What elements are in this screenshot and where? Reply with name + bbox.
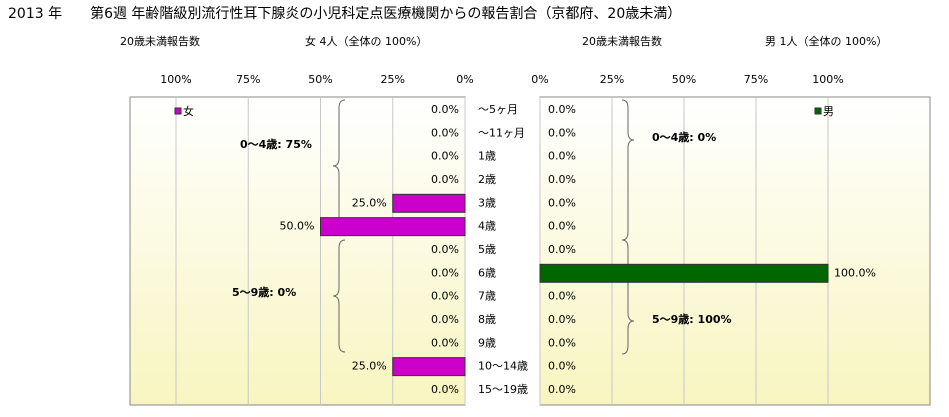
legend-label: 女: [183, 104, 194, 118]
data-label: 0.0%: [431, 150, 459, 163]
braces: [332, 99, 635, 355]
brace: [621, 99, 635, 241]
x-tick-label: 100%: [160, 73, 191, 86]
data-label: 0.0%: [548, 243, 576, 256]
data-label: 0.0%: [431, 336, 459, 349]
legend-swatch: [174, 107, 182, 115]
y-tick-label: ～11ヶ月: [478, 126, 525, 139]
data-label: 100.0%: [834, 266, 876, 279]
bar: [320, 217, 466, 237]
data-label: 0.0%: [431, 383, 459, 396]
legend-swatch: [814, 107, 822, 115]
subtitle-label: 20歳未満報告数: [582, 35, 662, 48]
y-tick-label: 2歳: [478, 173, 496, 186]
data-label: 0.0%: [431, 126, 459, 139]
y-tick-label: 5歳: [478, 243, 496, 256]
data-label: 25.0%: [352, 360, 387, 373]
annotation: 5～9歳: 0%: [232, 285, 296, 299]
legend-label: 男: [823, 105, 834, 118]
data-label: 0.0%: [548, 360, 576, 373]
y-tick-label: 7歳: [478, 290, 496, 303]
data-label: 50.0%: [280, 220, 315, 233]
subtitle-label: 20歳未満報告数: [120, 35, 200, 48]
y-tick-label: 15～19歳: [478, 383, 528, 396]
brace: [332, 239, 346, 353]
y-tick-label: 10～14歳: [478, 360, 528, 373]
bar: [392, 357, 466, 377]
data-label: 0.0%: [431, 243, 459, 256]
x-tick-label: 100%: [812, 73, 843, 86]
x-tick-label: 25%: [600, 73, 624, 86]
data-label: 0.0%: [548, 336, 576, 349]
y-tick-label: 9歳: [478, 336, 496, 349]
data-label: 0.0%: [548, 220, 576, 233]
data-label: 0.0%: [548, 126, 576, 139]
plot-area: [129, 96, 466, 406]
data-label: 0.0%: [548, 173, 576, 186]
y-tick-label: 6歳: [478, 266, 496, 279]
x-tick-label: 25%: [381, 73, 405, 86]
data-label: 25.0%: [352, 196, 387, 209]
annotation: 5～9歳: 100%: [652, 312, 732, 326]
plot-area: [539, 96, 931, 406]
data-label: 0.0%: [548, 313, 576, 326]
x-tick-label: 0%: [531, 73, 548, 86]
data-label: 0.0%: [431, 313, 459, 326]
data-label: 0.0%: [548, 383, 576, 396]
subtitle: 男 1人（全体の 100%）: [765, 34, 887, 48]
y-tick-label: 1歳: [478, 150, 496, 163]
x-tick-label: 75%: [236, 73, 260, 86]
data-label: 0.0%: [548, 150, 576, 163]
data-label: 0.0%: [548, 290, 576, 303]
data-label: 0.0%: [431, 290, 459, 303]
bar: [539, 263, 829, 283]
annotation: 0～4歳: 0%: [652, 130, 716, 144]
x-tick-label: 50%: [308, 73, 332, 86]
y-tick-label: ～5ヶ月: [478, 103, 518, 116]
x-tick-label: 0%: [456, 73, 473, 86]
data-label: 0.0%: [431, 266, 459, 279]
data-label: 0.0%: [548, 196, 576, 209]
x-tick-label: 50%: [672, 73, 696, 86]
subtitle: 女 4人（全体の 100%）: [305, 34, 427, 48]
data-label: 0.0%: [431, 103, 459, 116]
brace: [621, 239, 635, 355]
y-tick-label: 4歳: [478, 220, 496, 233]
data-label: 0.0%: [548, 103, 576, 116]
x-tick-label: 75%: [744, 73, 768, 86]
data-label: 0.0%: [431, 173, 459, 186]
bar: [392, 193, 466, 213]
chart-title: 2013 年 第6週 年齢階級別流行性耳下腺炎の小児科定点医療機関からの報告割合…: [8, 5, 681, 22]
y-tick-label: 8歳: [478, 313, 496, 326]
annotation: 0～4歳: 75%: [240, 137, 312, 151]
y-tick-label: 3歳: [478, 196, 496, 209]
